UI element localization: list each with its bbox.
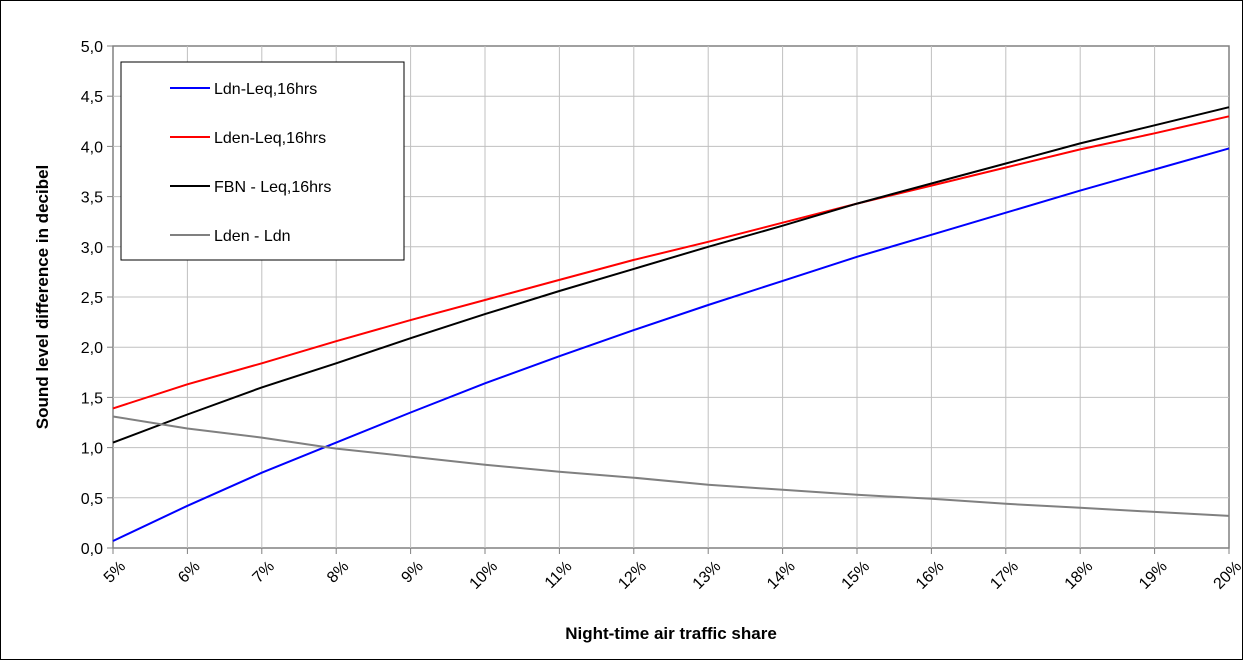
x-tick-label: 15% — [839, 558, 874, 593]
x-tick-label: 6% — [175, 558, 203, 586]
x-tick-label: 19% — [1136, 558, 1171, 593]
y-tick-label: 1,0 — [81, 441, 103, 458]
legend-label-fbn: FBN - Leq,16hrs — [214, 179, 331, 196]
y-tick-label: 4,5 — [81, 89, 103, 106]
x-axis-title: Night-time air traffic share — [565, 624, 777, 643]
x-tick-label: 14% — [764, 558, 799, 593]
y-tick-label: 2,5 — [81, 290, 103, 307]
y-tick-label: 3,5 — [81, 190, 103, 207]
legend: Ldn-Leq,16hrs Lden-Leq,16hrs FBN - Leq,1… — [121, 62, 404, 260]
y-tick-label: 5,0 — [81, 39, 103, 56]
x-tick-label: 7% — [250, 558, 278, 586]
x-tick-label: 9% — [398, 558, 426, 586]
x-tick-label: 5% — [101, 558, 129, 586]
x-tick-label: 10% — [467, 558, 502, 593]
legend-label-ldn: Ldn-Leq,16hrs — [214, 81, 317, 98]
x-tick-label: 11% — [542, 558, 576, 592]
x-tick-label: 17% — [987, 558, 1022, 593]
y-tick-label: 0,5 — [81, 491, 103, 508]
x-tick-label: 8% — [324, 558, 352, 586]
x-tick-label: 16% — [913, 558, 948, 593]
y-tick-label: 0,0 — [81, 541, 103, 558]
y-tick-label: 1,5 — [81, 390, 103, 407]
y-tick-label: 2,0 — [81, 340, 103, 357]
x-tick-label: 18% — [1062, 558, 1097, 593]
legend-label-lden: Lden-Leq,16hrs — [214, 130, 326, 147]
y-axis-title: Sound level difference in decibel — [33, 165, 52, 430]
x-tick-label: 13% — [690, 558, 725, 593]
y-axis-ticks: 0,0 0,5 1,0 1,5 2,0 2,5 3,0 3,5 4,0 4,5 5,0 — [81, 39, 113, 558]
x-tick-label: 12% — [615, 558, 650, 593]
y-tick-label: 4,0 — [81, 139, 103, 156]
legend-label-lden-ldn: Lden - Ldn — [214, 228, 291, 245]
y-tick-label: 3,0 — [81, 240, 103, 257]
x-tick-label: 20% — [1211, 558, 1243, 593]
x-axis-ticks: 5% 6% 7% 8% 9% 10% 11% 12% 13% 14% 15% 16% 17% 18% 19%… — [101, 548, 1243, 593]
